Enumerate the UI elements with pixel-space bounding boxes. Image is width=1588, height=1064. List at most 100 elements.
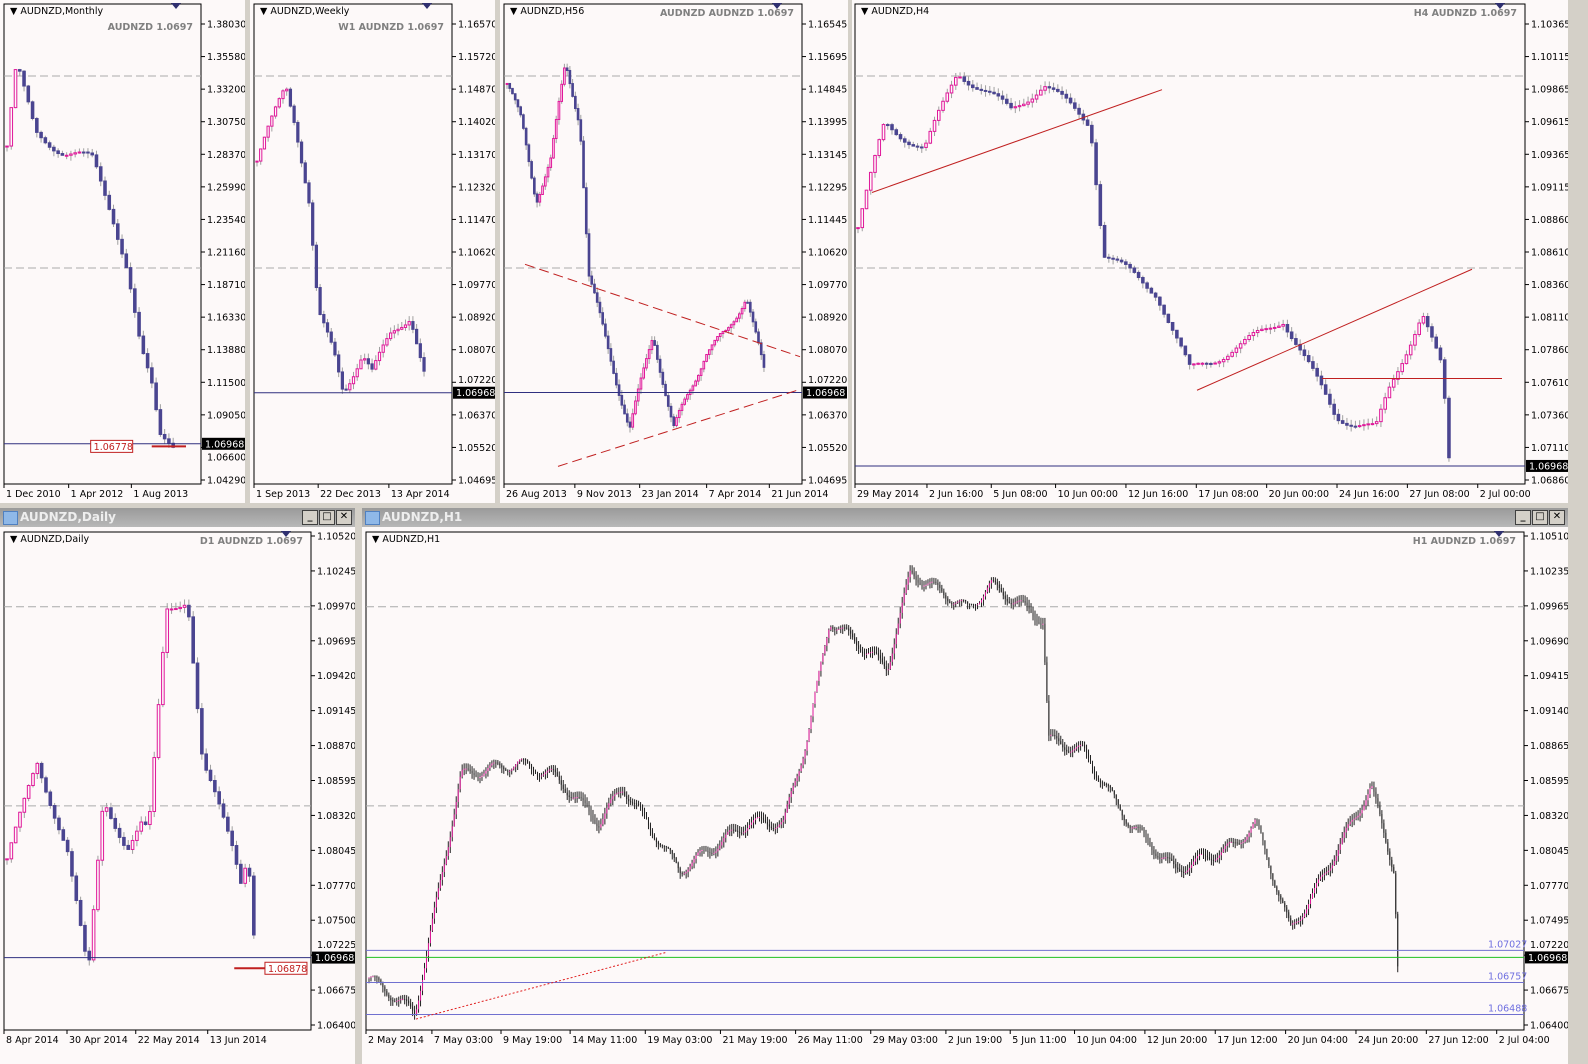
candle-body	[915, 576, 917, 580]
candle-body	[939, 584, 941, 588]
title-bar[interactable]: AUDNZD,Daily _ □ ✕	[0, 508, 355, 527]
candle-body	[887, 669, 889, 671]
candle-body	[620, 791, 622, 793]
candle-body	[1014, 602, 1016, 604]
candle-body	[576, 797, 578, 799]
chart-daily[interactable]: ▼ AUDNZD,Daily D1 AUDNZD 1.0697 1.10520 1.1…	[0, 508, 355, 1064]
price-tick-label: 1.08860	[1531, 215, 1568, 226]
candle-body	[685, 871, 687, 874]
candle-body	[1254, 819, 1256, 824]
candle-body	[141, 335, 146, 355]
candle-body	[522, 114, 525, 129]
maximize-button[interactable]: □	[1532, 510, 1548, 525]
candle-body	[614, 794, 616, 797]
candle-body	[1179, 337, 1183, 347]
candle-body	[1238, 842, 1240, 844]
price-tick-label: 1.13145	[808, 150, 847, 161]
candle-body	[1296, 921, 1298, 923]
price-tick-label: 1.06400	[1530, 1021, 1568, 1032]
chart-h1[interactable]: ▼ AUDNZD,H1 H1 AUDNZD 1.0697 1.10510 1.1023…	[362, 508, 1568, 1064]
candle-body	[737, 830, 739, 832]
minimize-button[interactable]: _	[1515, 510, 1531, 525]
chart-monthly[interactable]: ▼ AUDNZD,Monthly AUDNZD 1.0697 1.38030 1.35…	[0, 0, 245, 503]
candle-body	[531, 765, 533, 769]
price-tick-label: 1.16570	[458, 20, 495, 31]
candle-body	[57, 817, 61, 831]
current-price-label: 1.06968	[456, 388, 495, 399]
candle-body	[1243, 338, 1247, 345]
candle-body	[1141, 828, 1143, 831]
candle-body	[200, 708, 204, 755]
candle-body	[1183, 872, 1185, 874]
maximize-button[interactable]: □	[319, 510, 335, 525]
candle-body	[846, 627, 848, 629]
time-tick-label: 27 Jun 12:00	[1428, 1035, 1488, 1046]
candle-body	[723, 837, 725, 842]
price-tick-label: 1.09365	[1531, 150, 1568, 161]
close-button[interactable]: ✕	[1549, 510, 1565, 525]
minimize-button[interactable]: _	[302, 510, 318, 525]
candle-body	[1136, 271, 1141, 279]
time-tick-label: 12 Jun 20:00	[1147, 1035, 1207, 1046]
time-tick-label: 1 Sep 2013	[256, 489, 310, 500]
window-h1[interactable]: AUDNZD,H1 _ □ ✕ ▼ AUDNZD,H1 H1 AUDNZD 1.069…	[362, 508, 1568, 1064]
candle-body	[1022, 600, 1024, 602]
price-tick-label: 1.07860	[1531, 345, 1568, 356]
candle-body	[879, 655, 881, 659]
candle-body	[751, 822, 753, 825]
candle-body	[784, 812, 786, 820]
chart-h56[interactable]: ▼ AUDNZD,H56 AUDNZD AUDNZD 1.0697 1.16545 1…	[500, 0, 848, 503]
candle-body	[44, 777, 48, 793]
candle-body	[443, 864, 445, 873]
candle-body	[1442, 359, 1447, 399]
candle-body	[983, 89, 988, 92]
price-tick-label: 1.10245	[317, 566, 355, 577]
time-tick-label: 2 Jun 16:00	[929, 489, 983, 500]
price-tick-label: 1.05520	[808, 443, 847, 454]
window-weekly[interactable]: ▼ AUDNZD,Weekly W1 AUDNZD 1.0697 1.16570 1.…	[250, 0, 495, 503]
candle-body	[407, 321, 411, 326]
price-tick-label: 1.06675	[1530, 986, 1568, 997]
candle-body	[858, 645, 860, 649]
candle-body	[538, 194, 542, 203]
candle-body	[167, 438, 171, 444]
window-h56[interactable]: ▼ AUDNZD,H56 AUDNZD AUDNZD 1.0697 1.16545 1…	[500, 0, 848, 503]
period-marker-icon	[772, 3, 782, 9]
window-monthly[interactable]: ▼ AUDNZD,Monthly AUDNZD 1.0697 1.38030 1.35…	[0, 0, 245, 503]
candle-body	[617, 384, 621, 396]
close-button[interactable]: ✕	[336, 510, 352, 525]
candle-body	[546, 166, 550, 178]
candle-body	[255, 160, 259, 163]
price-tick-label: 1.04695	[458, 476, 495, 487]
candle-body	[864, 653, 866, 655]
candle-body	[566, 792, 568, 796]
candle-body	[1294, 922, 1296, 924]
candle-body	[788, 797, 790, 805]
time-tick-label: 20 Jun 00:00	[1269, 489, 1329, 500]
candle-body	[252, 875, 256, 936]
title-bar[interactable]: AUDNZD,H1 _ □ ✕	[362, 508, 1568, 527]
candle-body	[862, 651, 864, 654]
candle-body	[697, 852, 699, 856]
candle-body	[1234, 347, 1239, 353]
chart-weekly[interactable]: ▼ AUDNZD,Weekly W1 AUDNZD 1.0697 1.16570 1.…	[250, 0, 495, 503]
time-tick-label: 13 Jun 2014	[210, 1035, 267, 1046]
window-daily[interactable]: AUDNZD,Daily _ □ ✕ ▼ AUDNZD,Daily D1 AUDNZD…	[0, 508, 355, 1064]
candle-body	[13, 826, 18, 844]
chart-symbol-label: ▼ AUDNZD,Daily	[10, 534, 89, 545]
candle-body	[100, 810, 105, 861]
window-h4[interactable]: ▼ AUDNZD,H4 H4 AUDNZD 1.0697 1.10365 1.1011…	[852, 0, 1568, 503]
candle-body	[850, 630, 852, 634]
candle-body	[226, 816, 230, 832]
candle-body	[392, 1000, 394, 1002]
time-tick-label: 7 Apr 2014	[709, 489, 762, 500]
price-tick-label: 1.10365	[1531, 20, 1568, 31]
candle-body	[1153, 292, 1158, 298]
candle-body	[871, 651, 873, 653]
chart-h4[interactable]: ▼ AUDNZD,H4 H4 AUDNZD 1.0697 1.10365 1.1011…	[852, 0, 1568, 503]
price-tick-label: 1.08110	[1531, 313, 1568, 324]
candle-body	[828, 629, 830, 638]
candle-body	[1370, 423, 1375, 426]
candle-body	[1117, 799, 1119, 805]
candle-body	[103, 180, 107, 196]
